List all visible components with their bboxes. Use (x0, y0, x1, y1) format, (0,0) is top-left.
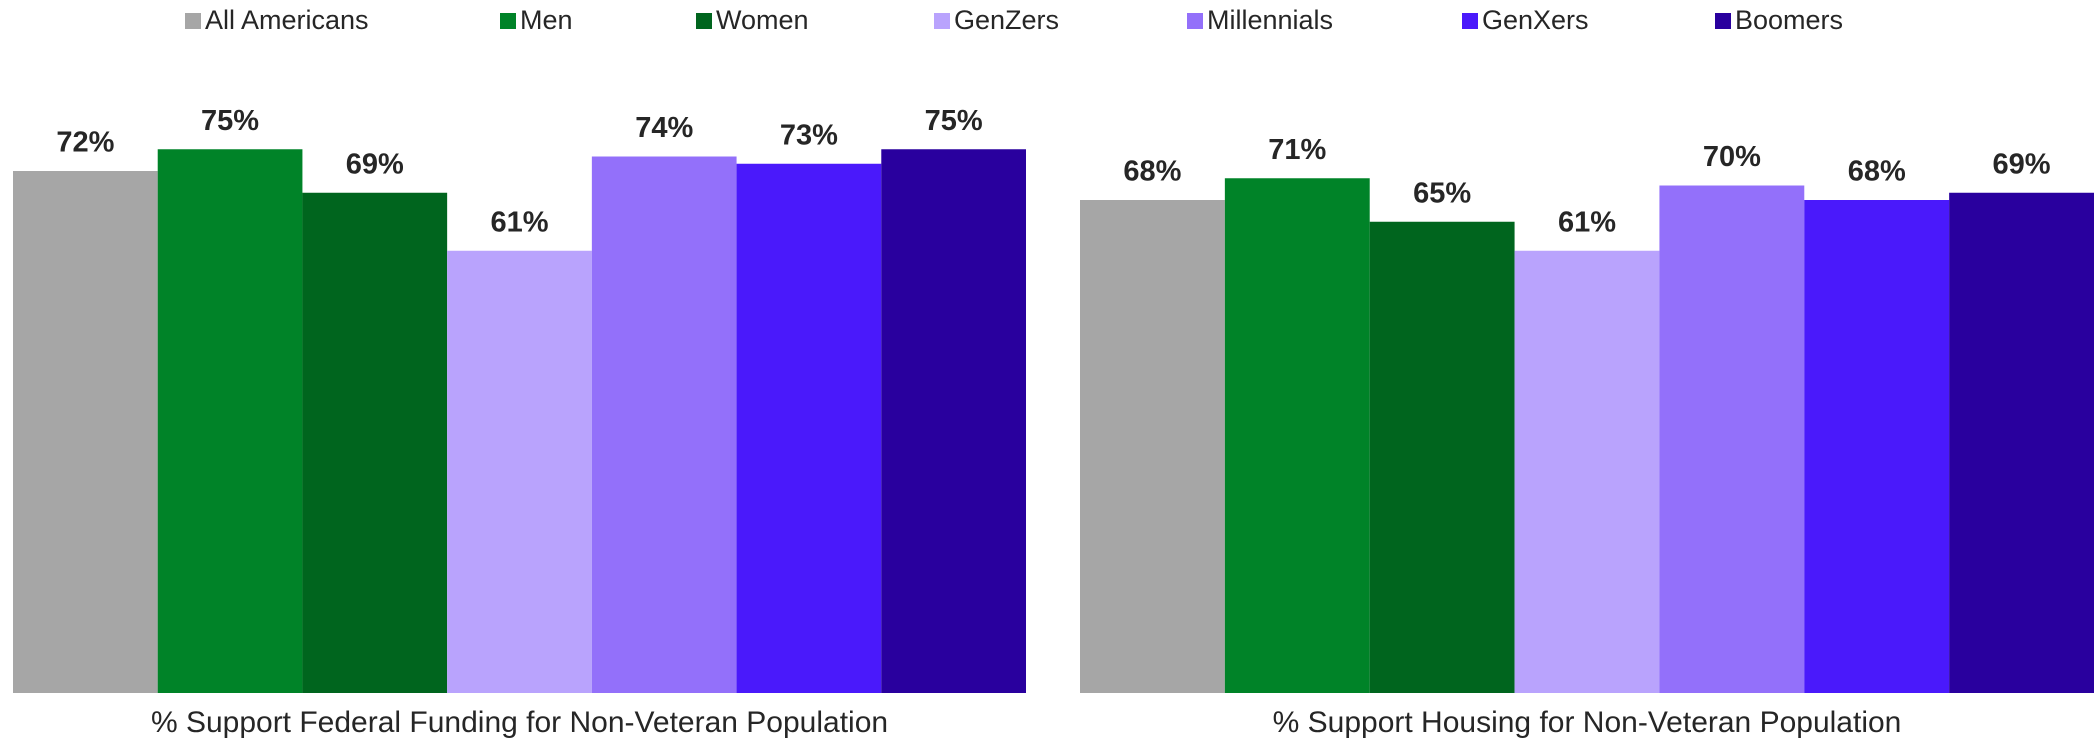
legend-label: All Americans (205, 5, 369, 35)
value-label: 61% (1558, 206, 1616, 238)
bar (1659, 185, 1805, 693)
value-label: 68% (1848, 156, 1906, 188)
category-label: % Support Federal Funding for Non-Vetera… (151, 706, 888, 739)
category-label: % Support Housing for Non-Veteran Popula… (1273, 706, 1902, 739)
bar (447, 250, 592, 693)
bar (1369, 221, 1515, 693)
legend-label: Boomers (1735, 5, 1843, 35)
bar (1514, 250, 1660, 693)
bar (13, 171, 158, 693)
legend-label: GenXers (1482, 5, 1589, 35)
bar (591, 156, 737, 693)
bar (881, 149, 1026, 693)
legend-label: Women (716, 5, 809, 35)
value-label: 74% (635, 112, 693, 144)
value-label: 70% (1703, 141, 1761, 173)
value-label: 69% (1993, 148, 2051, 180)
value-label: 72% (56, 127, 114, 159)
legend-swatch (1715, 13, 1731, 29)
value-label: 68% (1123, 156, 1181, 188)
value-label: 75% (925, 105, 983, 137)
legend-swatch (185, 13, 201, 29)
value-label: 73% (780, 119, 838, 151)
value-label: 61% (490, 206, 548, 238)
bar (302, 192, 448, 693)
legend-swatch (500, 13, 516, 29)
value-label: 71% (1268, 134, 1326, 166)
bar (157, 149, 303, 693)
legend-label: Men (520, 5, 573, 35)
bar (736, 163, 882, 693)
legend-swatch (934, 13, 950, 29)
value-label: 65% (1413, 177, 1471, 209)
bar (1804, 200, 1950, 693)
legend-swatch (1187, 13, 1203, 29)
legend-swatch (696, 13, 712, 29)
bar (1224, 178, 1370, 693)
legend-swatch (1462, 13, 1478, 29)
value-label: 69% (346, 148, 404, 180)
legend-label: GenZers (954, 5, 1059, 35)
bar (1949, 192, 2094, 693)
bar (1080, 200, 1225, 693)
legend-label: Millennials (1207, 5, 1333, 35)
value-label: 75% (201, 105, 259, 137)
